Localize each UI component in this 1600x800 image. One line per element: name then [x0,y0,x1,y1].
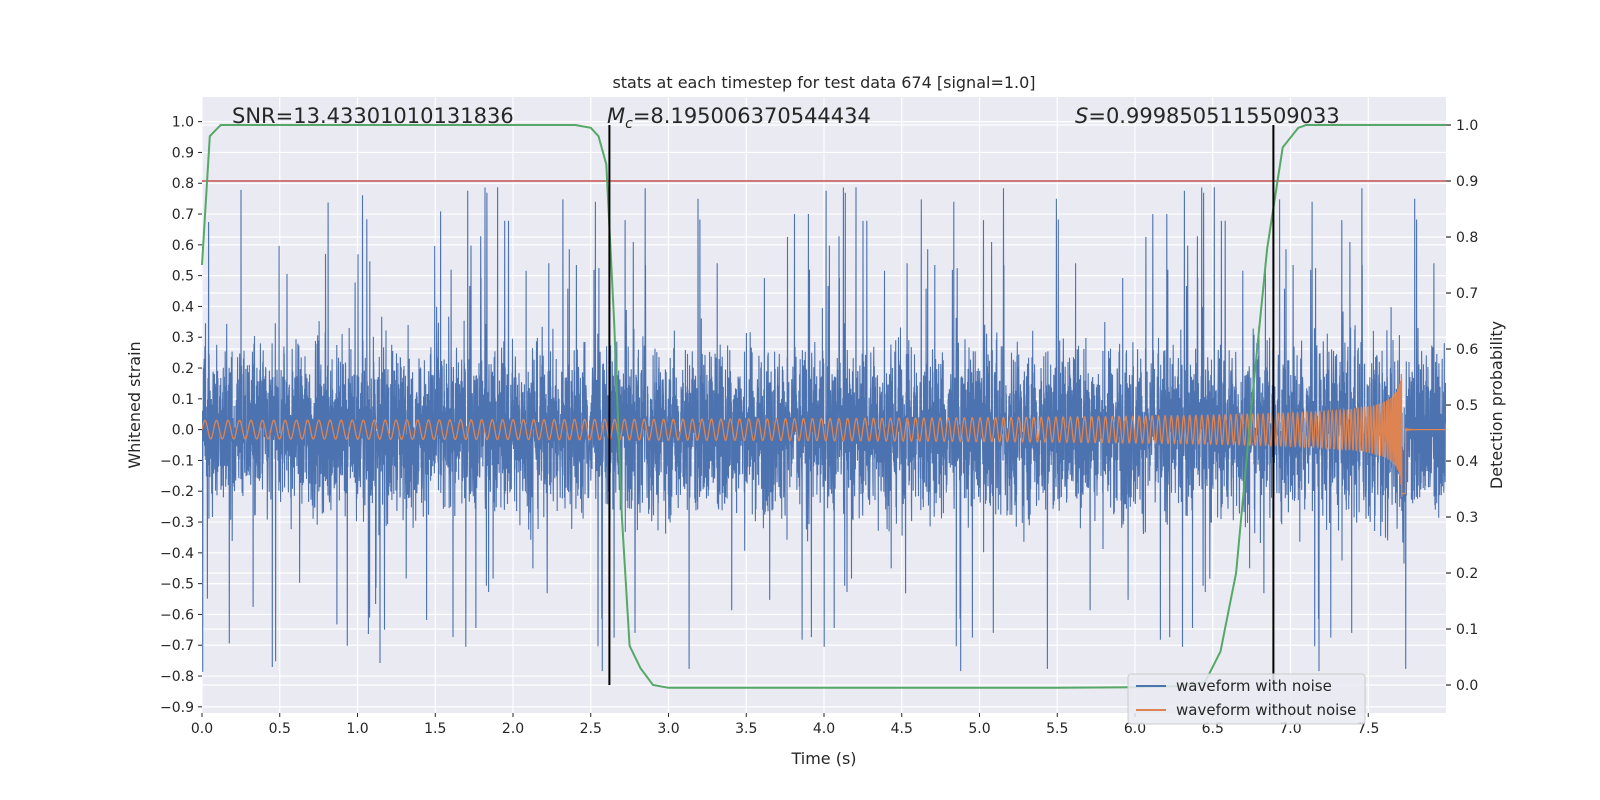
y2-tick-label: 0.3 [1456,510,1478,526]
waveform-without-noise-series [202,374,1446,497]
y2-axis-label: Detection probability [1487,321,1506,489]
y-tick-label: −0.4 [160,546,194,562]
x-tick-label: 4.5 [891,721,913,737]
legend-label-noise: waveform with noise [1176,677,1332,695]
chirp-mass-annotation: Mc=8.195006370544434 [607,104,871,132]
y2-tick-label: 0.5 [1456,398,1478,414]
noise-segment-0 [202,189,358,672]
y2-tick-label: 0.1 [1456,622,1478,638]
y-tick-label: −0.6 [160,607,194,623]
y-tick-label: 0.2 [172,361,194,377]
legend-box [1127,673,1366,725]
y2-tick-label: 0.4 [1456,454,1478,470]
y-tick-label: 0.9 [172,145,194,161]
x-axis-label: Time (s) [790,749,856,768]
y2-tick-label: 0.9 [1456,174,1478,190]
y-tick-label: 0.8 [172,176,194,192]
y-tick-label: 0.6 [172,238,194,254]
y-tick-label: 0.1 [172,392,194,408]
x-tick-label: 1.0 [346,721,368,737]
x-tick-label: 7.5 [1357,721,1379,737]
y-tick-label: −0.7 [160,638,194,654]
y-tick-label: 0.0 [172,423,194,439]
y2-tick-label: 0.8 [1456,230,1478,246]
y2-tick-label: 0.2 [1456,566,1478,582]
y2-axis-ticks: 1.0 0.9 0.8 0.7 0.6 0.5 0.4 0.3 0.2 0.1 0.0 [1446,118,1478,694]
y-tick-label: −0.8 [160,669,194,685]
x-tick-label: 3.0 [657,721,679,737]
chart-title: stats at each timestep for test data 674… [612,73,1035,92]
noise-segment-4 [822,187,980,672]
noise-segment-3 [667,198,824,669]
snr-annotation: SNR=13.43301010131836 [232,104,514,128]
y-tick-label: −0.9 [160,700,194,716]
x-tick-label: 2.0 [502,721,524,737]
y-tick-label: 0.4 [172,299,194,315]
y-axis-label: Whitened strain [125,341,144,468]
marker-lines [608,125,1275,685]
detection-probability-line [201,124,1446,689]
x-axis-ticks: 0.0 0.5 1.0 1.5 2.0 2.5 3.0 3.5 4.0 4.5 5.0 5.5 6.0 6… [191,713,1379,737]
x-tick-label: 0.0 [191,721,213,737]
legend: waveform with noise waveform without noi… [1127,673,1366,725]
noise-segment-6 [1133,187,1290,647]
x-tick-label: 2.5 [580,721,602,737]
x-tick-label: 0.5 [269,721,291,737]
y-tick-label: −0.1 [160,453,194,469]
y-tick-label: −0.3 [160,515,194,531]
signal-line [202,374,1446,497]
x-tick-label: 5.5 [1046,721,1068,737]
y-tick-label: 0.7 [172,207,194,223]
significance-annotation: S=0.9998505115509033 [1075,104,1340,128]
y-axis-ticks: 1.0 0.9 0.8 0.7 0.6 0.5 0.4 0.3 0.2 0.1 0.0 −0.1 −0.… [160,115,202,716]
y2-tick-label: 0.0 [1456,678,1478,694]
x-tick-label: 7.0 [1279,721,1301,737]
noise-segment-2 [512,188,669,672]
x-tick-label: 3.5 [735,721,757,737]
y-tick-label: −0.2 [160,484,194,500]
x-tick-label: 6.5 [1202,721,1224,737]
x-tick-label: 5.0 [968,721,990,737]
x-tick-label: 6.0 [1124,721,1146,737]
noise-segment-8 [1444,382,1446,483]
x-tick-label: 1.5 [424,721,446,737]
x-tick-label: 4.0 [813,721,835,737]
legend-label-signal: waveform without noise [1176,701,1356,719]
y2-tick-label: 0.6 [1456,342,1478,358]
y-tick-label: 0.5 [172,269,194,285]
y-tick-label: −0.5 [160,577,194,593]
y-tick-label: 0.3 [172,330,194,346]
y2-tick-label: 1.0 [1456,118,1478,134]
y2-tick-label: 0.7 [1456,286,1478,302]
y-tick-label: 1.0 [172,115,194,131]
